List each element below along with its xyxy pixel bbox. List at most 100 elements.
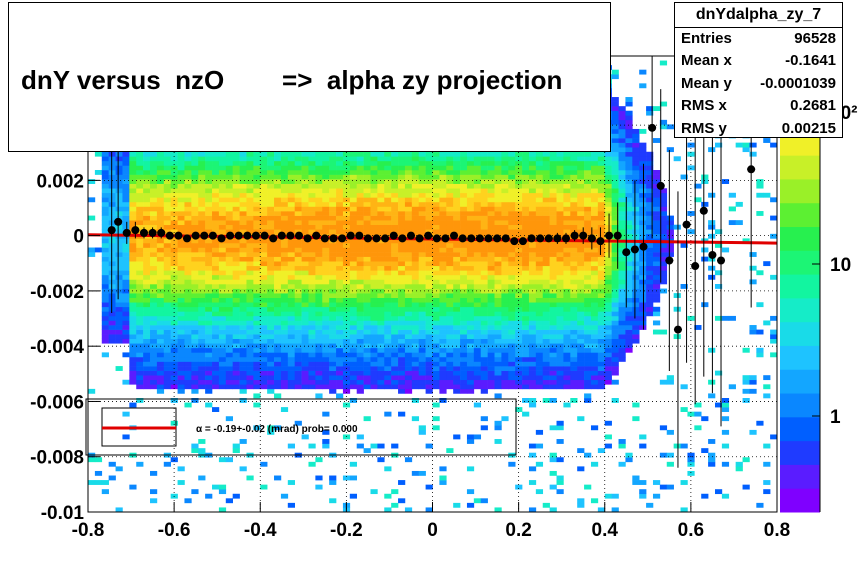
heatmap-cell <box>356 370 364 376</box>
heatmap-cell <box>225 329 233 335</box>
heatmap-cell <box>522 297 530 303</box>
heatmap-cell <box>308 215 316 221</box>
heatmap-cell <box>515 160 523 166</box>
heatmap-cell <box>225 211 233 216</box>
heatmap-cell <box>356 302 364 308</box>
heatmap-cell <box>356 293 364 298</box>
heatmap-cell <box>94 470 103 476</box>
heatmap-cell <box>191 356 199 362</box>
heatmap-cell <box>411 179 420 184</box>
heatmap-cell <box>411 156 420 162</box>
heatmap-cell <box>191 247 199 253</box>
heatmap-cell <box>336 188 344 194</box>
heatmap-cell <box>101 288 109 294</box>
heatmap-cell <box>329 315 337 321</box>
heatmap-cell <box>184 293 192 298</box>
heatmap-cell <box>584 270 592 276</box>
heatmap-cell <box>432 192 440 198</box>
heatmap-cell <box>480 320 488 326</box>
heatmap-cell <box>570 379 578 385</box>
heatmap-cell <box>267 170 275 175</box>
heatmap-cell <box>480 170 488 175</box>
heatmap-cell <box>418 311 426 317</box>
heatmap-cell <box>391 293 399 298</box>
heatmap-cell <box>363 160 371 166</box>
heatmap-cell <box>480 156 488 162</box>
heatmap-cell <box>398 325 406 330</box>
heatmap-cell <box>212 170 220 175</box>
heatmap-cell <box>177 329 185 335</box>
heatmap-cell <box>129 151 137 157</box>
heatmap-cell <box>460 160 468 166</box>
heatmap-cell <box>329 356 337 362</box>
heatmap-cell <box>150 252 158 257</box>
heatmap-cell <box>398 347 406 353</box>
heatmap-cell <box>322 370 330 376</box>
heatmap-cell <box>267 279 275 285</box>
heatmap-cell <box>156 156 165 162</box>
heatmap-cell <box>439 229 447 235</box>
heatmap-cell <box>253 384 261 390</box>
heatmap-cell <box>425 284 433 289</box>
heatmap-cell <box>329 183 337 189</box>
heatmap-cell <box>274 334 282 340</box>
heatmap-cell <box>156 338 165 344</box>
heatmap-cell <box>212 274 220 280</box>
heatmap-cell <box>218 352 227 358</box>
heatmap-cell <box>563 215 571 221</box>
heatmap-cell <box>336 306 344 312</box>
heatmap-cell <box>205 229 213 235</box>
heatmap-cell <box>466 288 475 294</box>
heatmap-cell <box>556 343 564 349</box>
heatmap-cell <box>143 352 151 358</box>
heatmap-cell <box>136 347 144 353</box>
heatmap-cell <box>363 192 371 198</box>
heatmap-cell <box>577 211 585 216</box>
heatmap-cell <box>198 288 206 294</box>
heatmap-cell <box>294 361 302 367</box>
heatmap-cell <box>253 320 261 326</box>
heatmap-cell <box>177 325 185 330</box>
heatmap-cell <box>404 274 413 280</box>
heatmap-cell <box>225 270 233 276</box>
heatmap-cell <box>239 156 247 162</box>
heatmap-cell <box>446 206 454 212</box>
heatmap-cell <box>280 197 289 203</box>
heatmap-cell <box>274 192 282 198</box>
heatmap-cell <box>143 329 151 335</box>
heatmap-cell <box>191 206 199 212</box>
heatmap-cell <box>329 206 337 212</box>
heatmap-cell <box>563 270 571 276</box>
heatmap-cell <box>287 480 295 485</box>
heatmap-cell <box>563 293 571 298</box>
heatmap-cell <box>370 320 378 326</box>
heatmap-cell <box>404 347 413 353</box>
heatmap-cell <box>542 201 550 207</box>
heatmap-cell <box>508 356 516 362</box>
heatmap-cell <box>239 201 247 207</box>
heatmap-cell <box>404 197 413 203</box>
heatmap-cell <box>432 375 440 381</box>
heatmap-cell <box>163 334 171 340</box>
heatmap-cell <box>549 192 557 198</box>
heatmap-cell <box>404 338 413 344</box>
heatmap-cell <box>136 274 144 280</box>
heatmap-cell <box>267 361 275 367</box>
heatmap-cell <box>150 302 158 308</box>
heatmap-cell <box>329 188 337 194</box>
heatmap-cell <box>156 215 165 221</box>
heatmap-cell <box>542 379 550 385</box>
heatmap-cell <box>274 379 282 385</box>
heatmap-cell <box>177 247 185 253</box>
heatmap-cell <box>446 379 454 385</box>
heatmap-cell <box>411 288 420 294</box>
heatmap-cell <box>418 197 426 203</box>
heatmap-cell <box>122 174 130 180</box>
heatmap-cell <box>384 156 392 162</box>
heatmap-cell <box>136 293 144 298</box>
heatmap-cell <box>122 197 130 203</box>
heatmap-cell <box>584 201 592 207</box>
heatmap-cell <box>425 247 433 253</box>
heatmap-cell <box>356 170 364 175</box>
heatmap-cell <box>473 311 482 317</box>
